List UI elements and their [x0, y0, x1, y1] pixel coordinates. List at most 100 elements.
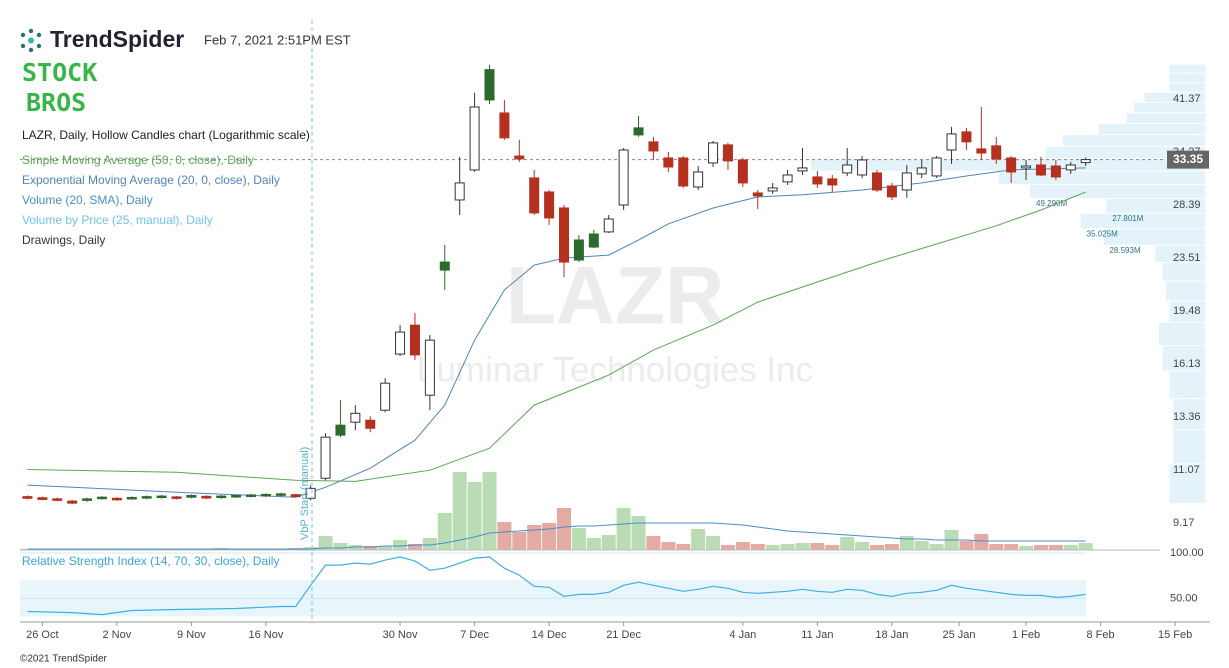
candle-body: [573, 239, 584, 261]
legend-drawings: Drawings, Daily: [22, 233, 105, 247]
volume-bar: [929, 544, 944, 550]
candle-body: [1021, 165, 1032, 169]
candle-body: [1035, 164, 1046, 176]
vbp-bar: [1173, 399, 1205, 430]
vbp-bar: [1162, 263, 1205, 281]
candle-body: [201, 495, 212, 499]
candle-body: [588, 233, 599, 248]
candle-body: [752, 192, 763, 197]
candle-body: [52, 498, 63, 501]
candle-body: [514, 155, 525, 160]
vbp-bar: [1169, 83, 1205, 92]
candle-body: [156, 495, 167, 499]
volume-bar: [825, 545, 840, 550]
x-tick-label: 2 Nov: [103, 629, 132, 641]
last-price-label: 33.35: [1173, 152, 1203, 166]
volume-bar: [467, 482, 482, 550]
candle-body: [380, 382, 391, 411]
candle-body: [454, 182, 465, 201]
vbp-label: 35.025M: [1087, 229, 1118, 238]
candle-body: [96, 496, 107, 500]
vbp-annotation: VbP Start (manual): [299, 447, 311, 540]
volume-bar: [616, 508, 631, 550]
candle-body: [484, 69, 495, 101]
candle-body: [1006, 157, 1017, 173]
volume-bar: [720, 545, 735, 550]
volume-bar: [333, 543, 348, 550]
candle-body: [141, 496, 152, 499]
volume-bar: [557, 508, 572, 550]
candle-body: [946, 133, 957, 151]
vbp-bar: [1169, 301, 1205, 323]
y-tick-label: 28.39: [1173, 199, 1201, 211]
volume-bar: [676, 544, 691, 550]
volume-bar: [1048, 545, 1063, 550]
plot: 28.593M 35.025M 27.801M 49.290M 100.00 50.00 9…: [20, 64, 1209, 641]
candle-body: [722, 144, 733, 162]
candle-body: [37, 497, 48, 500]
legend-indicator: Exponential Moving Average (20, 0, close…: [22, 173, 280, 187]
vbp-bar: [1165, 281, 1205, 301]
x-tick-label: 8 Feb: [1087, 629, 1115, 641]
chart-title: LAZR, Daily, Hollow Candles chart (Logar…: [22, 128, 310, 142]
partner-logo: STOCK: [22, 58, 97, 87]
candle-body: [931, 157, 942, 177]
candle-body: [469, 106, 480, 171]
candle-body: [305, 487, 316, 499]
timestamp: Feb 7, 2021 2:51PM EST: [204, 32, 351, 47]
candle-body: [424, 339, 435, 396]
candle-body: [693, 171, 704, 188]
vbp-bar: [1080, 213, 1205, 229]
volume-bar: [631, 516, 646, 550]
candle-body: [797, 167, 808, 172]
volume-bar: [855, 542, 870, 550]
volume-bar: [1019, 546, 1034, 550]
volume-bar: [884, 544, 899, 550]
candle-body: [544, 191, 555, 219]
volume-sma-line: [27, 522, 1086, 550]
vbp-bar: [1063, 135, 1205, 146]
volume-bar: [422, 538, 437, 550]
volume-bar: [542, 523, 557, 550]
candle-body: [782, 174, 793, 183]
candle-body: [886, 185, 897, 198]
volume-bar: [840, 537, 855, 550]
candle-body: [82, 498, 93, 501]
candle-body: [618, 149, 629, 206]
vbp-bar: [1106, 198, 1205, 213]
vbp-bar: [1045, 146, 1205, 159]
candle-body: [395, 331, 406, 355]
candle-body: [842, 164, 853, 174]
candle-body: [708, 142, 719, 164]
volume-bar: [1078, 543, 1093, 550]
candle-body: [529, 177, 540, 214]
y-tick-label: 11.07: [1173, 464, 1200, 476]
volume-bar: [1004, 544, 1019, 550]
y-tick-label: 13.36: [1173, 411, 1201, 423]
x-tick-label: 1 Feb: [1012, 629, 1040, 641]
candle-body: [857, 159, 868, 176]
volume-bar: [1033, 545, 1048, 550]
volume-bar: [482, 472, 497, 550]
volume-bar: [691, 529, 706, 550]
vbp-bar: [1155, 245, 1205, 263]
x-tick-label: 15 Feb: [1158, 629, 1192, 641]
candle-body: [246, 494, 257, 497]
vbp-bar: [1169, 371, 1205, 399]
legend-volume: Volume (20, SMA), Daily: [22, 193, 153, 207]
last-price-badge: [1167, 150, 1209, 169]
x-tick-label: 18 Jan: [875, 629, 908, 641]
vbp-bar: [1098, 123, 1205, 135]
candle-body: [231, 495, 242, 498]
vbp-bar: [1103, 229, 1205, 245]
vbp-bar: [1169, 464, 1205, 503]
candle-body: [409, 324, 420, 356]
y-tick-label: 41.37: [1173, 93, 1201, 105]
watermark: LAZR: [506, 251, 725, 342]
watermark-subtitle: Luminar Technologies Inc: [417, 350, 813, 389]
volume-bar: [646, 536, 661, 550]
logo-icon: [20, 28, 42, 53]
volume-bar: [437, 513, 452, 550]
x-tick-label: 4 Jan: [729, 629, 756, 641]
x-tick-label: 11 Jan: [801, 629, 833, 641]
